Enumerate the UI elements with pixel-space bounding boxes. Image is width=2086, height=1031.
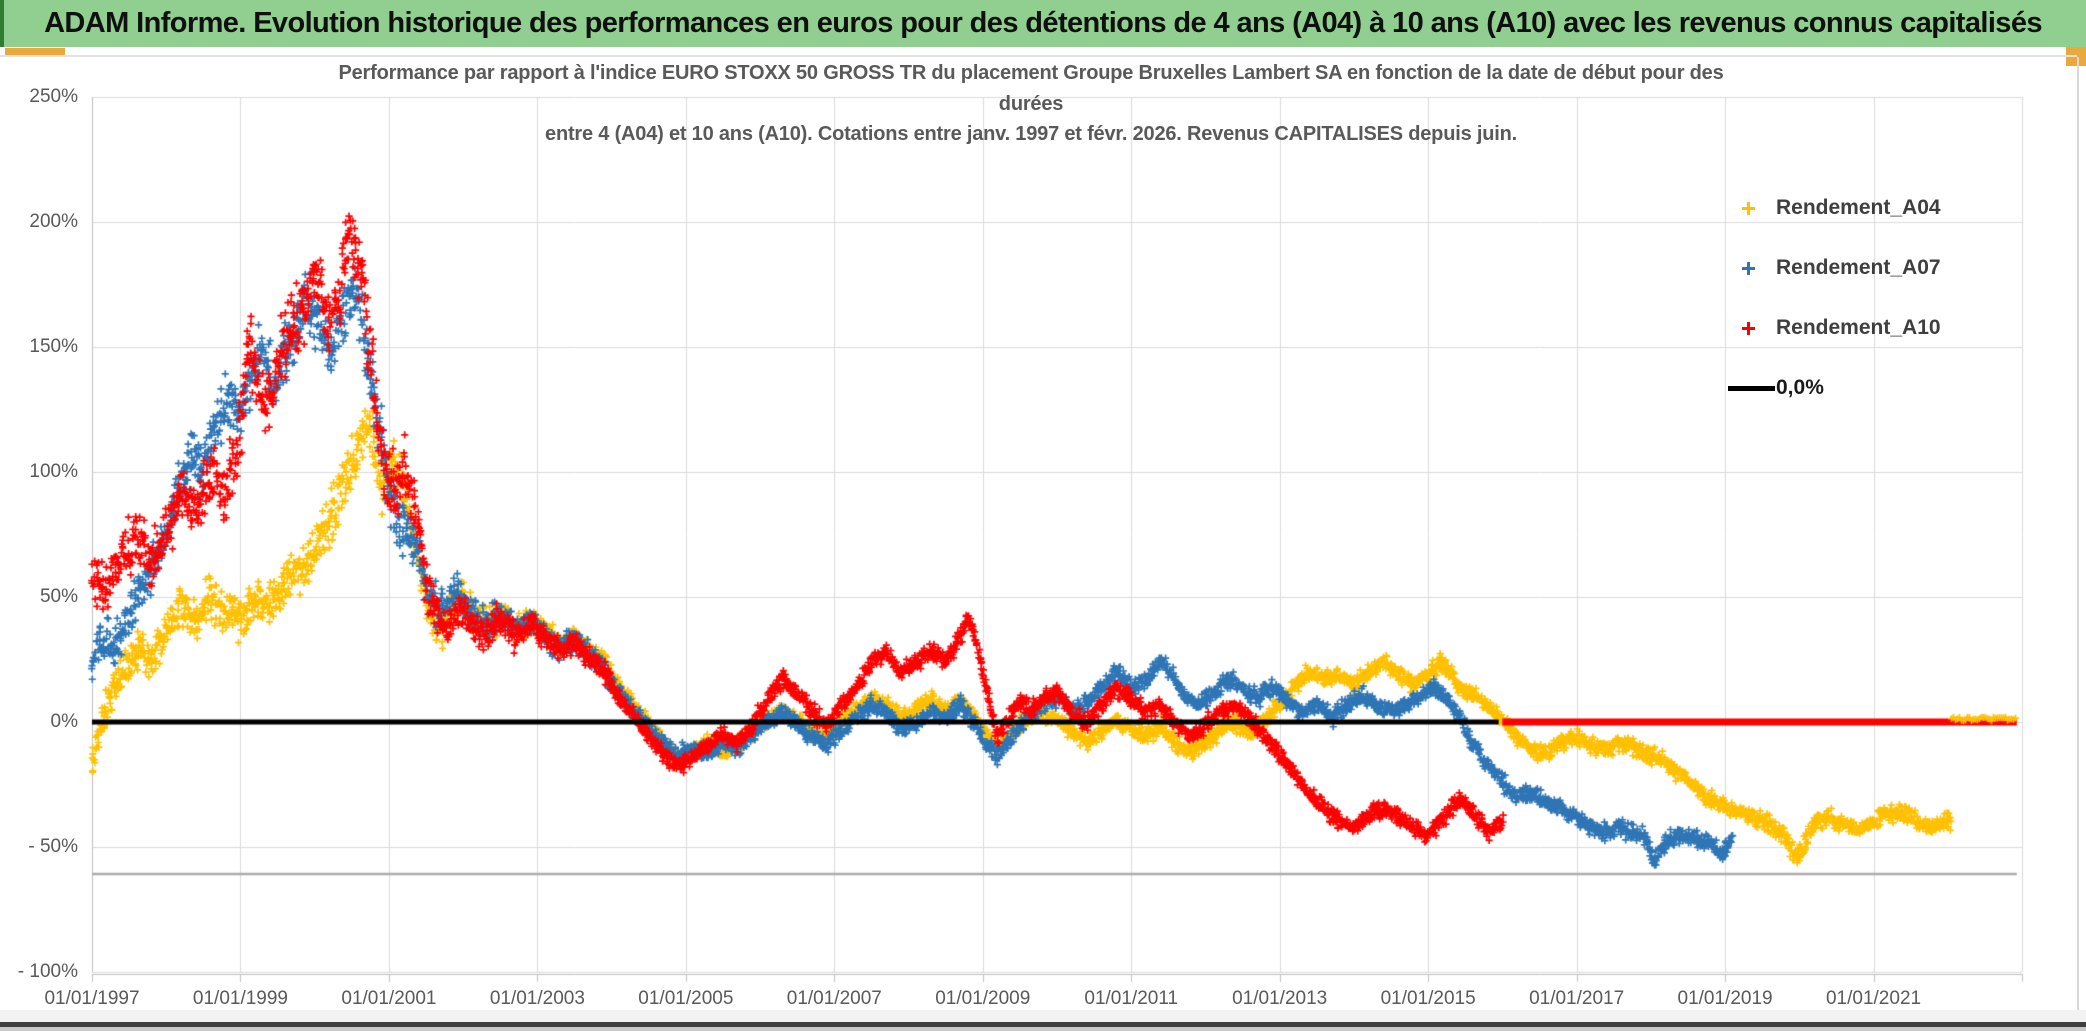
plus-marker-icon [1728,260,1768,276]
legend-label: Rendement_A04 [1776,196,1941,219]
x-tick-label: 01/01/2009 [935,988,1031,1009]
x-tick-label: 01/01/1997 [44,988,140,1009]
plus-marker-vbar [1747,262,1750,275]
legend-item-rendement-a04[interactable]: Rendement_A04 [1728,178,1998,238]
legend-label: Rendement_A07 [1776,256,1941,279]
chart-legend[interactable]: Rendement_A04 Rendement_A07 Rendement_A10 0… [1728,178,1998,418]
x-tick-label: 01/01/2021 [1825,988,1922,1009]
x-tick-label: 01/01/2005 [638,988,734,1009]
x-tick-label: 01/01/2003 [489,988,585,1009]
y-tick-label: 100% [29,461,78,482]
legend-label: Rendement_A10 [1776,316,1941,339]
x-tick-label: 01/01/2007 [786,988,882,1009]
chart-title-line-2: durées [998,92,1064,115]
plus-marker-vbar [1747,202,1750,215]
legend-item-0-0-[interactable]: 0,0% [1728,358,1998,418]
chart-title-line-3: entre 4 (A04) et 10 ans (A10). Cotations… [545,123,1517,145]
y-tick-label: - 50% [28,836,78,857]
x-tick-label: 01/01/2019 [1677,988,1773,1009]
x-tick-label: 01/01/2001 [341,988,437,1009]
x-tick-label: 01/01/2017 [1529,988,1625,1009]
chart-title-line-1: Performance par rapport à l'indice EURO … [338,62,1724,84]
y-tick-label: 250% [29,86,78,107]
legend-item-rendement-a07[interactable]: Rendement_A07 [1728,238,1998,298]
y-tick-label: 200% [29,211,78,232]
y-tick-label: 0% [50,711,78,732]
plus-marker-vbar [1747,322,1750,335]
zero-line-sample [1728,385,1775,391]
legend-label: 0,0% [1776,376,1824,399]
x-tick-label: 01/01/2013 [1232,988,1328,1009]
x-tick-label: 01/01/1999 [192,988,288,1009]
x-tick-label: 01/01/2011 [1084,988,1179,1009]
plus-marker-icon [1728,200,1768,216]
chart-title: Performance par rapport à l'indice EURO … [150,58,1912,150]
y-tick-label: - 100% [17,961,78,982]
x-tick-label: 01/01/2015 [1380,988,1476,1009]
plus-marker-icon [1728,320,1768,336]
y-tick-label: 50% [39,586,78,607]
y-tick-label: 150% [29,336,78,357]
legend-item-rendement-a10[interactable]: Rendement_A10 [1728,298,1998,358]
